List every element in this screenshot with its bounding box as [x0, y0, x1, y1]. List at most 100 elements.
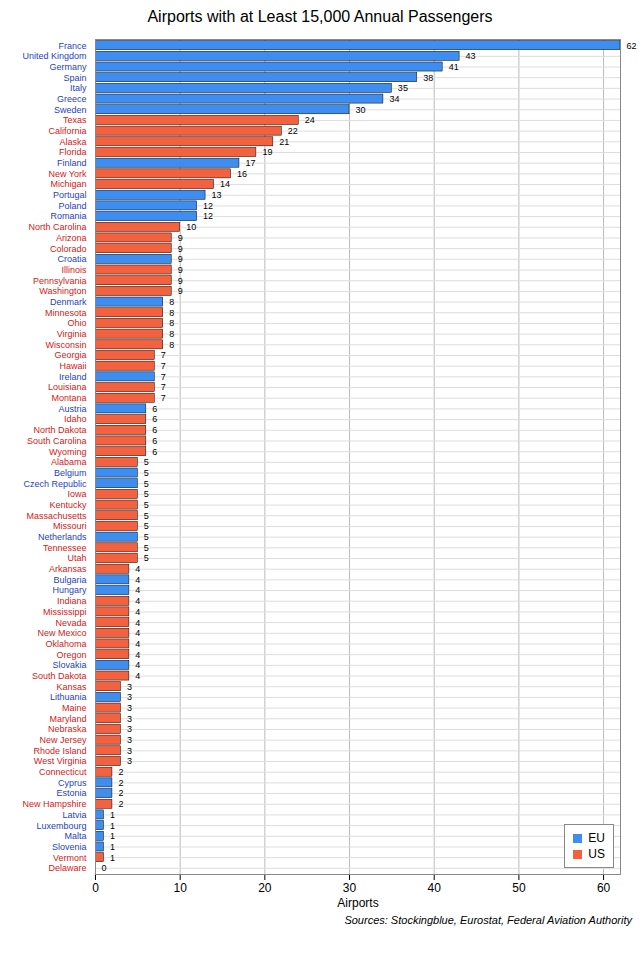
svg-text:5: 5 [144, 553, 149, 563]
svg-text:1: 1 [110, 831, 115, 841]
svg-text:4: 4 [135, 650, 140, 660]
svg-text:Denmark: Denmark [50, 297, 87, 307]
svg-text:9: 9 [178, 244, 183, 254]
svg-text:38: 38 [423, 73, 433, 83]
svg-text:Louisiana: Louisiana [48, 382, 87, 392]
svg-text:6: 6 [152, 404, 157, 414]
svg-text:North Carolina: North Carolina [28, 222, 86, 232]
svg-text:California: California [48, 126, 86, 136]
svg-text:Ireland: Ireland [59, 372, 87, 382]
svg-text:12: 12 [203, 201, 213, 211]
svg-text:Oklahoma: Oklahoma [45, 639, 86, 649]
svg-text:30: 30 [356, 105, 366, 115]
svg-text:9: 9 [178, 276, 183, 286]
svg-text:United Kingdom: United Kingdom [22, 51, 86, 61]
svg-text:Austria: Austria [58, 404, 86, 414]
svg-text:16: 16 [237, 169, 247, 179]
svg-text:17: 17 [245, 158, 255, 168]
svg-text:Sweden: Sweden [54, 105, 87, 115]
svg-text:7: 7 [161, 372, 166, 382]
svg-text:Luxembourg: Luxembourg [36, 820, 86, 830]
svg-text:Wisconsin: Wisconsin [45, 340, 86, 350]
svg-text:4: 4 [135, 607, 140, 617]
svg-text:Hawaii: Hawaii [59, 361, 86, 371]
svg-text:Nevada: Nevada [55, 617, 86, 627]
svg-text:3: 3 [127, 756, 132, 766]
svg-text:Nebraska: Nebraska [48, 724, 87, 734]
svg-text:Rhode Island: Rhode Island [33, 746, 86, 756]
svg-text:New Jersey: New Jersey [39, 735, 87, 745]
svg-text:14: 14 [220, 179, 230, 189]
svg-text:4: 4 [135, 596, 140, 606]
svg-text:Poland: Poland [58, 201, 86, 211]
svg-text:5: 5 [144, 479, 149, 489]
svg-text:1: 1 [110, 810, 115, 820]
svg-text:3: 3 [127, 692, 132, 702]
svg-text:8: 8 [169, 318, 174, 328]
svg-text:30: 30 [343, 881, 357, 895]
svg-text:Illinois: Illinois [61, 265, 87, 275]
svg-text:Cyprus: Cyprus [58, 778, 87, 788]
svg-text:Florida: Florida [59, 147, 87, 157]
svg-text:Greece: Greece [57, 94, 87, 104]
svg-text:Estonia: Estonia [56, 788, 86, 798]
svg-text:5: 5 [144, 543, 149, 553]
svg-text:40: 40 [428, 881, 442, 895]
svg-text:62: 62 [627, 41, 637, 51]
svg-text:Washington: Washington [39, 286, 86, 296]
svg-text:1: 1 [110, 842, 115, 852]
svg-text:Wyoming: Wyoming [49, 447, 86, 457]
svg-text:3: 3 [127, 746, 132, 756]
svg-text:10: 10 [173, 881, 187, 895]
svg-text:Netherlands: Netherlands [38, 532, 87, 542]
svg-text:10: 10 [186, 222, 196, 232]
svg-text:Maryland: Maryland [49, 714, 86, 724]
svg-text:7: 7 [161, 350, 166, 360]
svg-text:Belgium: Belgium [54, 468, 87, 478]
svg-text:22: 22 [288, 126, 298, 136]
svg-text:4: 4 [135, 639, 140, 649]
svg-text:New Hampshire: New Hampshire [22, 799, 86, 809]
svg-text:3: 3 [127, 724, 132, 734]
svg-text:Alaska: Alaska [59, 137, 86, 147]
svg-text:0: 0 [92, 881, 99, 895]
svg-text:Minnesota: Minnesota [45, 308, 87, 318]
svg-text:Oregon: Oregon [56, 650, 86, 660]
svg-text:Virginia: Virginia [57, 329, 87, 339]
svg-text:2: 2 [118, 799, 123, 809]
svg-text:Texas: Texas [63, 115, 87, 125]
svg-text:Slovenia: Slovenia [52, 842, 87, 852]
svg-text:Tennessee: Tennessee [43, 543, 87, 553]
svg-text:New Mexico: New Mexico [37, 628, 86, 638]
svg-text:Finland: Finland [57, 158, 87, 168]
svg-text:Czech Republic: Czech Republic [23, 479, 87, 489]
svg-text:3: 3 [127, 682, 132, 692]
svg-text:Indiana: Indiana [57, 596, 87, 606]
svg-text:21: 21 [279, 137, 289, 147]
svg-text:8: 8 [169, 340, 174, 350]
svg-text:Kansas: Kansas [56, 682, 87, 692]
svg-text:South Carolina: South Carolina [27, 436, 87, 446]
svg-text:Arkansas: Arkansas [49, 564, 87, 574]
svg-text:Portugal: Portugal [53, 190, 87, 200]
svg-text:Alabama: Alabama [51, 457, 87, 467]
svg-text:4: 4 [135, 575, 140, 585]
svg-text:Italy: Italy [70, 83, 87, 93]
svg-text:7: 7 [161, 361, 166, 371]
svg-text:9: 9 [178, 286, 183, 296]
svg-text:Colorado: Colorado [50, 244, 87, 254]
svg-text:5: 5 [144, 489, 149, 499]
svg-text:Delaware: Delaware [48, 863, 86, 873]
svg-text:8: 8 [169, 297, 174, 307]
svg-text:0: 0 [102, 863, 107, 873]
svg-text:South Dakota: South Dakota [32, 671, 87, 681]
svg-text:8: 8 [169, 308, 174, 318]
svg-text:2: 2 [118, 767, 123, 777]
svg-text:1: 1 [110, 853, 115, 863]
svg-text:West Virginia: West Virginia [34, 756, 87, 766]
svg-text:4: 4 [135, 671, 140, 681]
svg-text:Pennsylvania: Pennsylvania [33, 276, 87, 286]
svg-text:Massachusetts: Massachusetts [26, 511, 87, 521]
svg-text:4: 4 [135, 617, 140, 627]
svg-text:5: 5 [144, 500, 149, 510]
